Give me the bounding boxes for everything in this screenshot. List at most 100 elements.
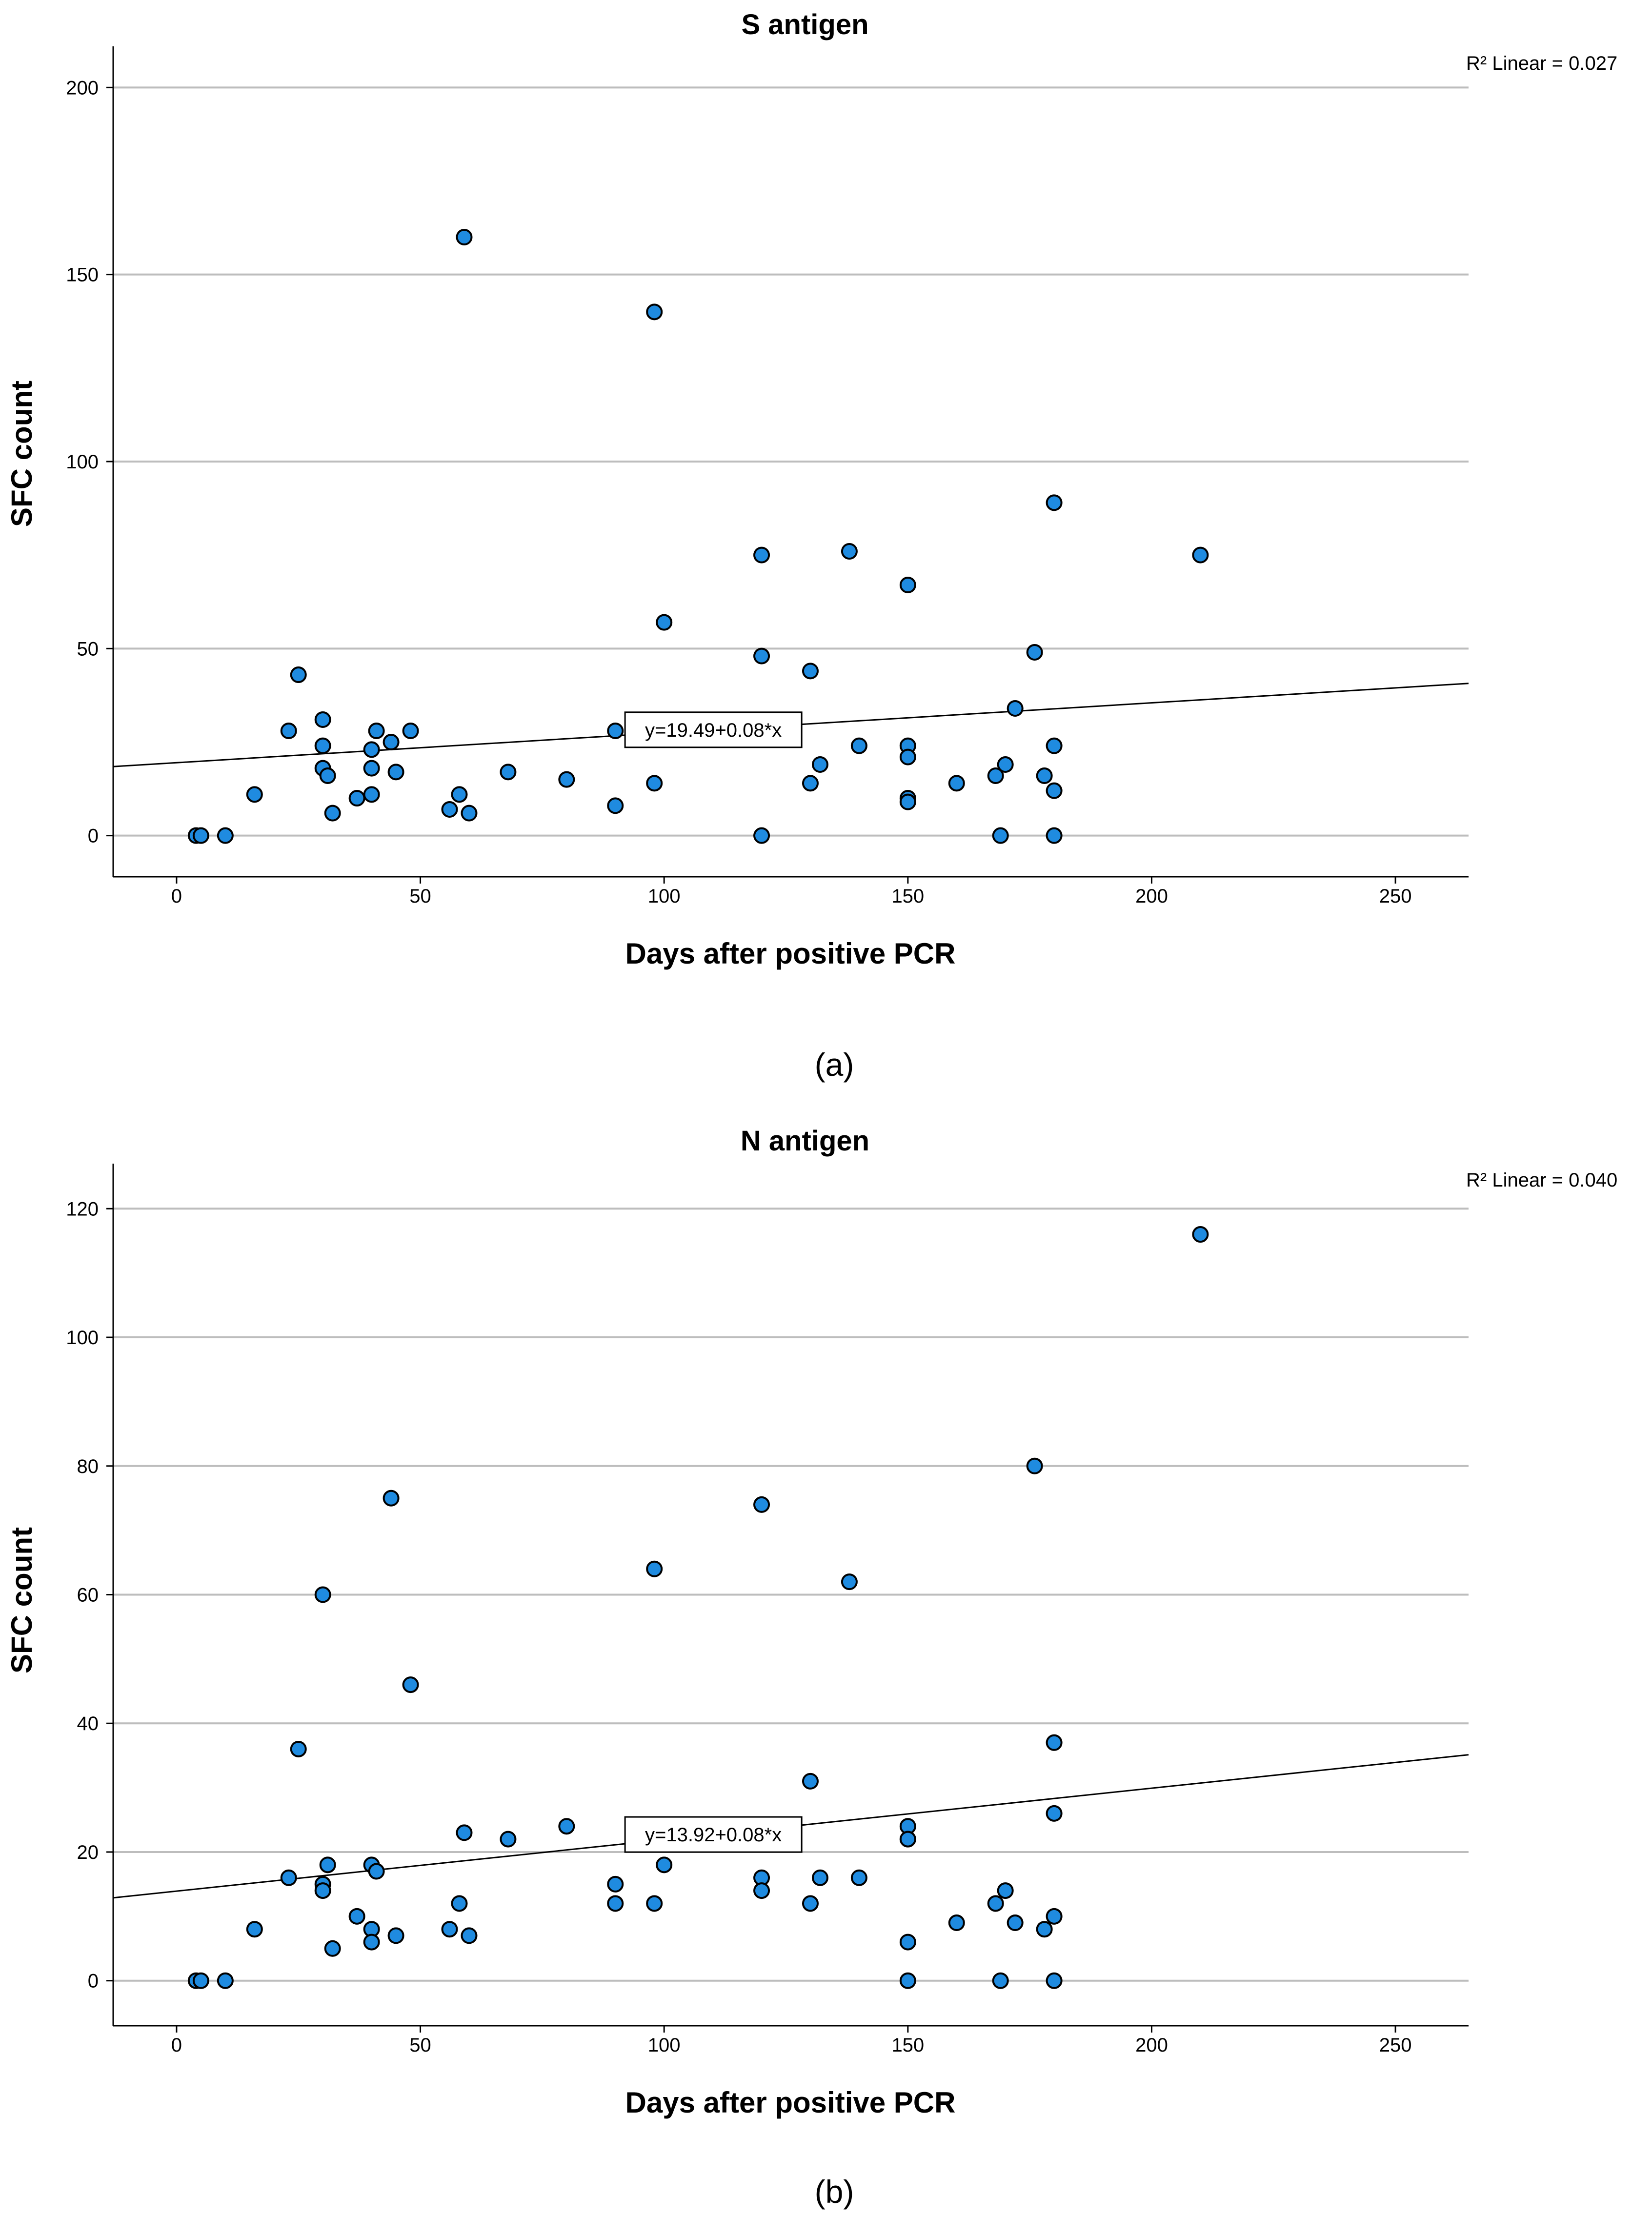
data-point <box>646 303 663 321</box>
data-point <box>753 827 770 844</box>
data-point <box>997 1882 1014 1899</box>
fit-equation-label: y=19.49+0.08*x <box>645 720 782 741</box>
x-tick-label: 250 <box>1379 886 1412 907</box>
fit-equation-box <box>624 711 803 748</box>
data-point <box>607 797 624 814</box>
data-point <box>451 786 468 803</box>
data-point <box>1046 1972 1063 1989</box>
data-point <box>1046 782 1063 799</box>
y-tick-label: 80 <box>77 1456 99 1477</box>
x-tick-label: 150 <box>891 886 924 907</box>
data-point <box>387 1927 404 1944</box>
data-point <box>363 760 380 777</box>
data-point <box>348 1908 365 1925</box>
data-point <box>441 1921 458 1938</box>
data-point <box>217 827 234 844</box>
data-point <box>802 775 819 792</box>
r2-label-a: R² Linear = 0.027 <box>1466 53 1617 74</box>
data-point <box>899 1934 916 1951</box>
data-point <box>899 577 916 593</box>
data-point <box>456 229 473 245</box>
data-point <box>441 801 458 818</box>
data-point <box>387 764 404 781</box>
data-point <box>314 1586 331 1603</box>
x-tick-label: 100 <box>648 886 681 907</box>
x-tick-label: 200 <box>1135 2035 1168 2056</box>
data-point <box>753 647 770 665</box>
data-point <box>646 1895 663 1912</box>
data-point <box>841 1573 858 1591</box>
y-axis-title-b: SFC count <box>5 1527 38 1673</box>
data-point <box>280 723 297 739</box>
data-point <box>348 790 365 806</box>
data-point <box>314 737 331 754</box>
fit-equation-label: y=13.92+0.08*x <box>645 1824 782 1846</box>
data-point <box>383 1490 400 1507</box>
data-point <box>753 1882 770 1899</box>
data-point <box>319 767 336 784</box>
y-tick-label: 0 <box>88 826 99 847</box>
x-tick-label: 200 <box>1135 886 1168 907</box>
data-point <box>402 1676 419 1693</box>
x-tick-label: 50 <box>409 886 431 907</box>
x-tick-label: 0 <box>171 2035 182 2056</box>
data-point <box>948 775 965 792</box>
data-point <box>192 1972 209 1989</box>
data-point <box>992 1972 1009 1989</box>
data-point <box>992 827 1009 844</box>
chart-title-b: N antigen <box>741 1125 869 1157</box>
plot-area-a: 0 50 100 150 200 0 50 100 150 200 250 y=19.49+0.08*… <box>66 46 1469 907</box>
fit-equation-box <box>624 1816 803 1853</box>
data-point <box>899 1972 916 1989</box>
data-point <box>500 1831 517 1848</box>
y-tick-label: 200 <box>66 77 99 99</box>
data-point <box>802 1895 819 1912</box>
data-point <box>802 1773 819 1790</box>
y-tick-label: 100 <box>66 451 99 473</box>
data-point <box>948 1914 965 1932</box>
y-tick-label: 60 <box>77 1585 99 1606</box>
data-point <box>363 786 380 803</box>
data-point <box>246 786 263 803</box>
data-point <box>461 1927 478 1944</box>
data-point <box>402 723 419 739</box>
x-tick-label: 250 <box>1379 2035 1412 2056</box>
data-point <box>1046 1908 1063 1925</box>
data-point <box>1026 644 1043 661</box>
data-point <box>500 764 517 781</box>
data-point <box>811 756 828 773</box>
data-point <box>1046 1734 1063 1751</box>
data-point <box>1026 1457 1043 1474</box>
chart-title-a: S antigen <box>741 9 868 40</box>
panel-label-a: (a) <box>815 1047 854 1083</box>
data-point <box>1046 494 1063 511</box>
y-axis-title-a: SFC count <box>5 381 38 527</box>
data-point <box>1036 767 1053 784</box>
panel-b: N antigen R² Linear = 0.040 SFC count Da… <box>5 1125 1617 2210</box>
r2-label-b: R² Linear = 0.040 <box>1466 1169 1617 1191</box>
y-tick-label: 20 <box>77 1842 99 1863</box>
data-point <box>899 793 916 810</box>
data-point <box>607 723 624 739</box>
data-point <box>290 666 307 683</box>
data-point <box>811 1869 828 1886</box>
data-point <box>850 1869 867 1886</box>
x-axis-title-a: Days after positive PCR <box>625 937 956 970</box>
panel-label-b: (b) <box>815 2174 854 2210</box>
data-point <box>1036 1921 1053 1938</box>
data-point <box>461 805 478 822</box>
data-point <box>324 1940 341 1957</box>
data-point <box>753 1496 770 1513</box>
panel-a: S antigen R² Linear = 0.027 SFC count Da… <box>5 9 1617 1083</box>
data-point <box>451 1895 468 1912</box>
y-tick-label: 0 <box>88 1971 99 1992</box>
x-tick-label: 150 <box>891 2035 924 2056</box>
data-point <box>314 1882 331 1899</box>
data-point <box>363 1934 380 1951</box>
plot-area-b: 0 20 40 60 80 100 120 0 50 100 150 200 250 y=13.92+0.… <box>66 1164 1469 2056</box>
data-point <box>1046 737 1063 754</box>
y-tick-label: 150 <box>66 264 99 286</box>
data-point <box>899 748 916 766</box>
data-point <box>987 1895 1004 1912</box>
